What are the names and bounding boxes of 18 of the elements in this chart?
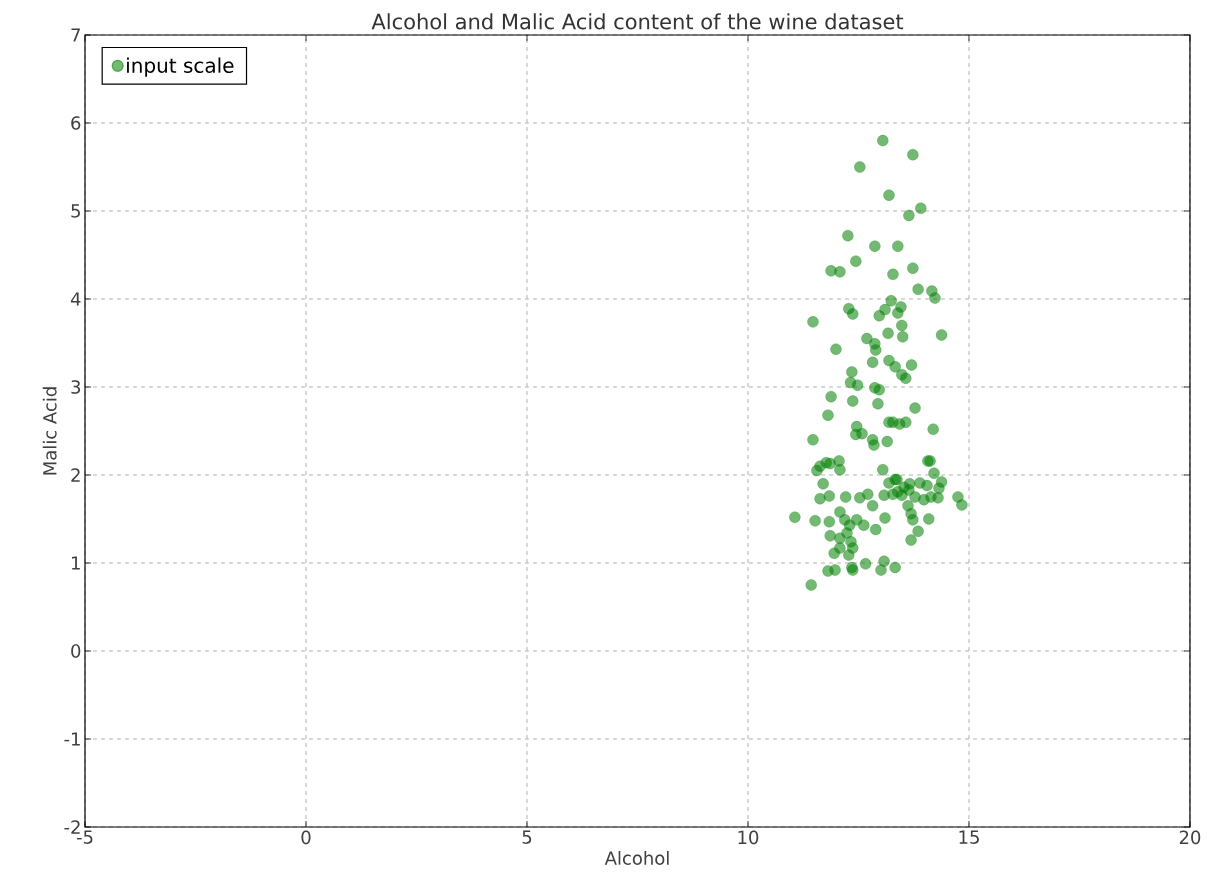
legend-label: input scale xyxy=(127,57,234,77)
x-tick-label: 10 xyxy=(738,830,759,845)
x-tick-label: 5 xyxy=(522,830,532,844)
y-axis-title: Malic Acid xyxy=(42,387,57,475)
y-tick-label: 0 xyxy=(71,644,81,658)
y-tick-label: 1 xyxy=(72,556,80,570)
y-tick-label: 7 xyxy=(71,28,80,42)
y-tick-label: -1 xyxy=(64,732,80,746)
y-tick-label: 5 xyxy=(71,204,80,218)
x-tick-label: 0 xyxy=(301,830,311,845)
x-tick-label: 20 xyxy=(1179,830,1201,845)
y-tick-label: 3 xyxy=(71,380,81,394)
x-tick-label: 15 xyxy=(959,830,979,844)
y-tick-label: 6 xyxy=(71,116,81,130)
x-axis-title: Alcohol xyxy=(604,851,669,865)
y-tick-label: 2 xyxy=(71,468,80,482)
y-tick-label: 4 xyxy=(70,292,81,306)
chart-title: Alcohol and Malic Acid content of the wine dataset xyxy=(371,13,904,30)
